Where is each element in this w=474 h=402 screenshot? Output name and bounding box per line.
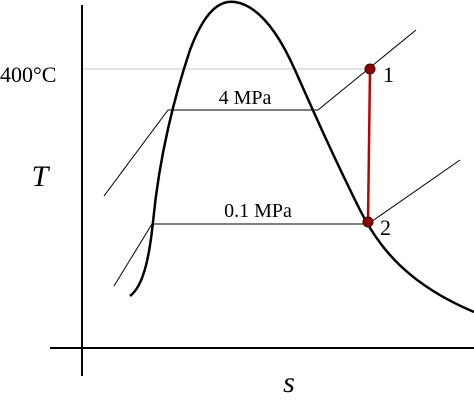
- isobar-label: 0.1 MPa: [224, 200, 292, 222]
- state-point: [364, 63, 376, 75]
- isobar-01mpa-liquid: [113, 223, 153, 287]
- isentropic-expansion: [366, 68, 372, 223]
- y-axis-label: T: [32, 160, 51, 193]
- saturation-dome: [129, 0, 474, 314]
- temperature-label: 400°C: [0, 62, 56, 87]
- isobar-4mpa-liquid: [103, 109, 169, 197]
- isobar-label: 4 MPa: [219, 87, 272, 109]
- state-point: [362, 216, 374, 228]
- isobar-01mpa-vapor: [367, 159, 461, 225]
- state-label: 2: [380, 215, 391, 240]
- state-label: 1: [383, 62, 394, 87]
- x-axis-label: s: [283, 366, 295, 399]
